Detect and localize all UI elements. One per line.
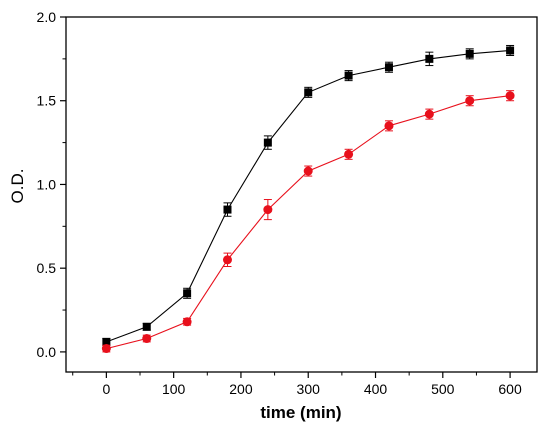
data-point (304, 88, 313, 97)
x-tick-label: 100 (162, 381, 186, 397)
y-axis-ticks: 0.0 0.5 1.0 1.5 2.0 (37, 9, 66, 360)
data-point (465, 96, 475, 106)
data-point (465, 49, 474, 58)
data-point (183, 289, 192, 298)
data-point (344, 149, 354, 159)
data-point (223, 205, 232, 214)
y-tick-label: 2.0 (37, 9, 57, 25)
y-tick-label: 1.5 (37, 93, 57, 109)
series-2 (101, 90, 515, 354)
data-point (182, 317, 192, 327)
series-layer (101, 44, 515, 354)
data-point (222, 255, 232, 265)
x-axis-ticks: 0 100 200 300 400 500 600 (72, 372, 522, 397)
y-axis-title: O.D. (8, 169, 27, 204)
data-point (263, 205, 273, 215)
plot-border (65, 16, 538, 373)
data-point (424, 109, 434, 119)
y-tick-label: 1.0 (37, 176, 57, 192)
x-tick-label: 400 (364, 381, 388, 397)
x-tick-label: 0 (102, 381, 110, 397)
data-point (384, 63, 393, 72)
data-point (101, 344, 111, 354)
data-point (425, 54, 434, 63)
x-tick-label: 600 (498, 381, 522, 397)
x-tick-label: 500 (431, 381, 455, 397)
y-tick-label: 0.5 (37, 260, 57, 276)
x-tick-label: 300 (297, 381, 321, 397)
data-point (142, 322, 151, 331)
data-point (263, 138, 272, 147)
data-point (505, 91, 515, 101)
data-point (344, 71, 353, 80)
data-point (102, 337, 111, 346)
x-axis-title: time (min) (260, 403, 341, 422)
x-tick-label: 200 (229, 381, 253, 397)
data-point (303, 166, 313, 176)
data-point (506, 46, 515, 55)
data-point (384, 121, 394, 131)
plot-frame (65, 16, 538, 373)
series-1 (102, 44, 515, 346)
data-point (142, 334, 152, 344)
y-tick-label: 0.0 (37, 344, 57, 360)
